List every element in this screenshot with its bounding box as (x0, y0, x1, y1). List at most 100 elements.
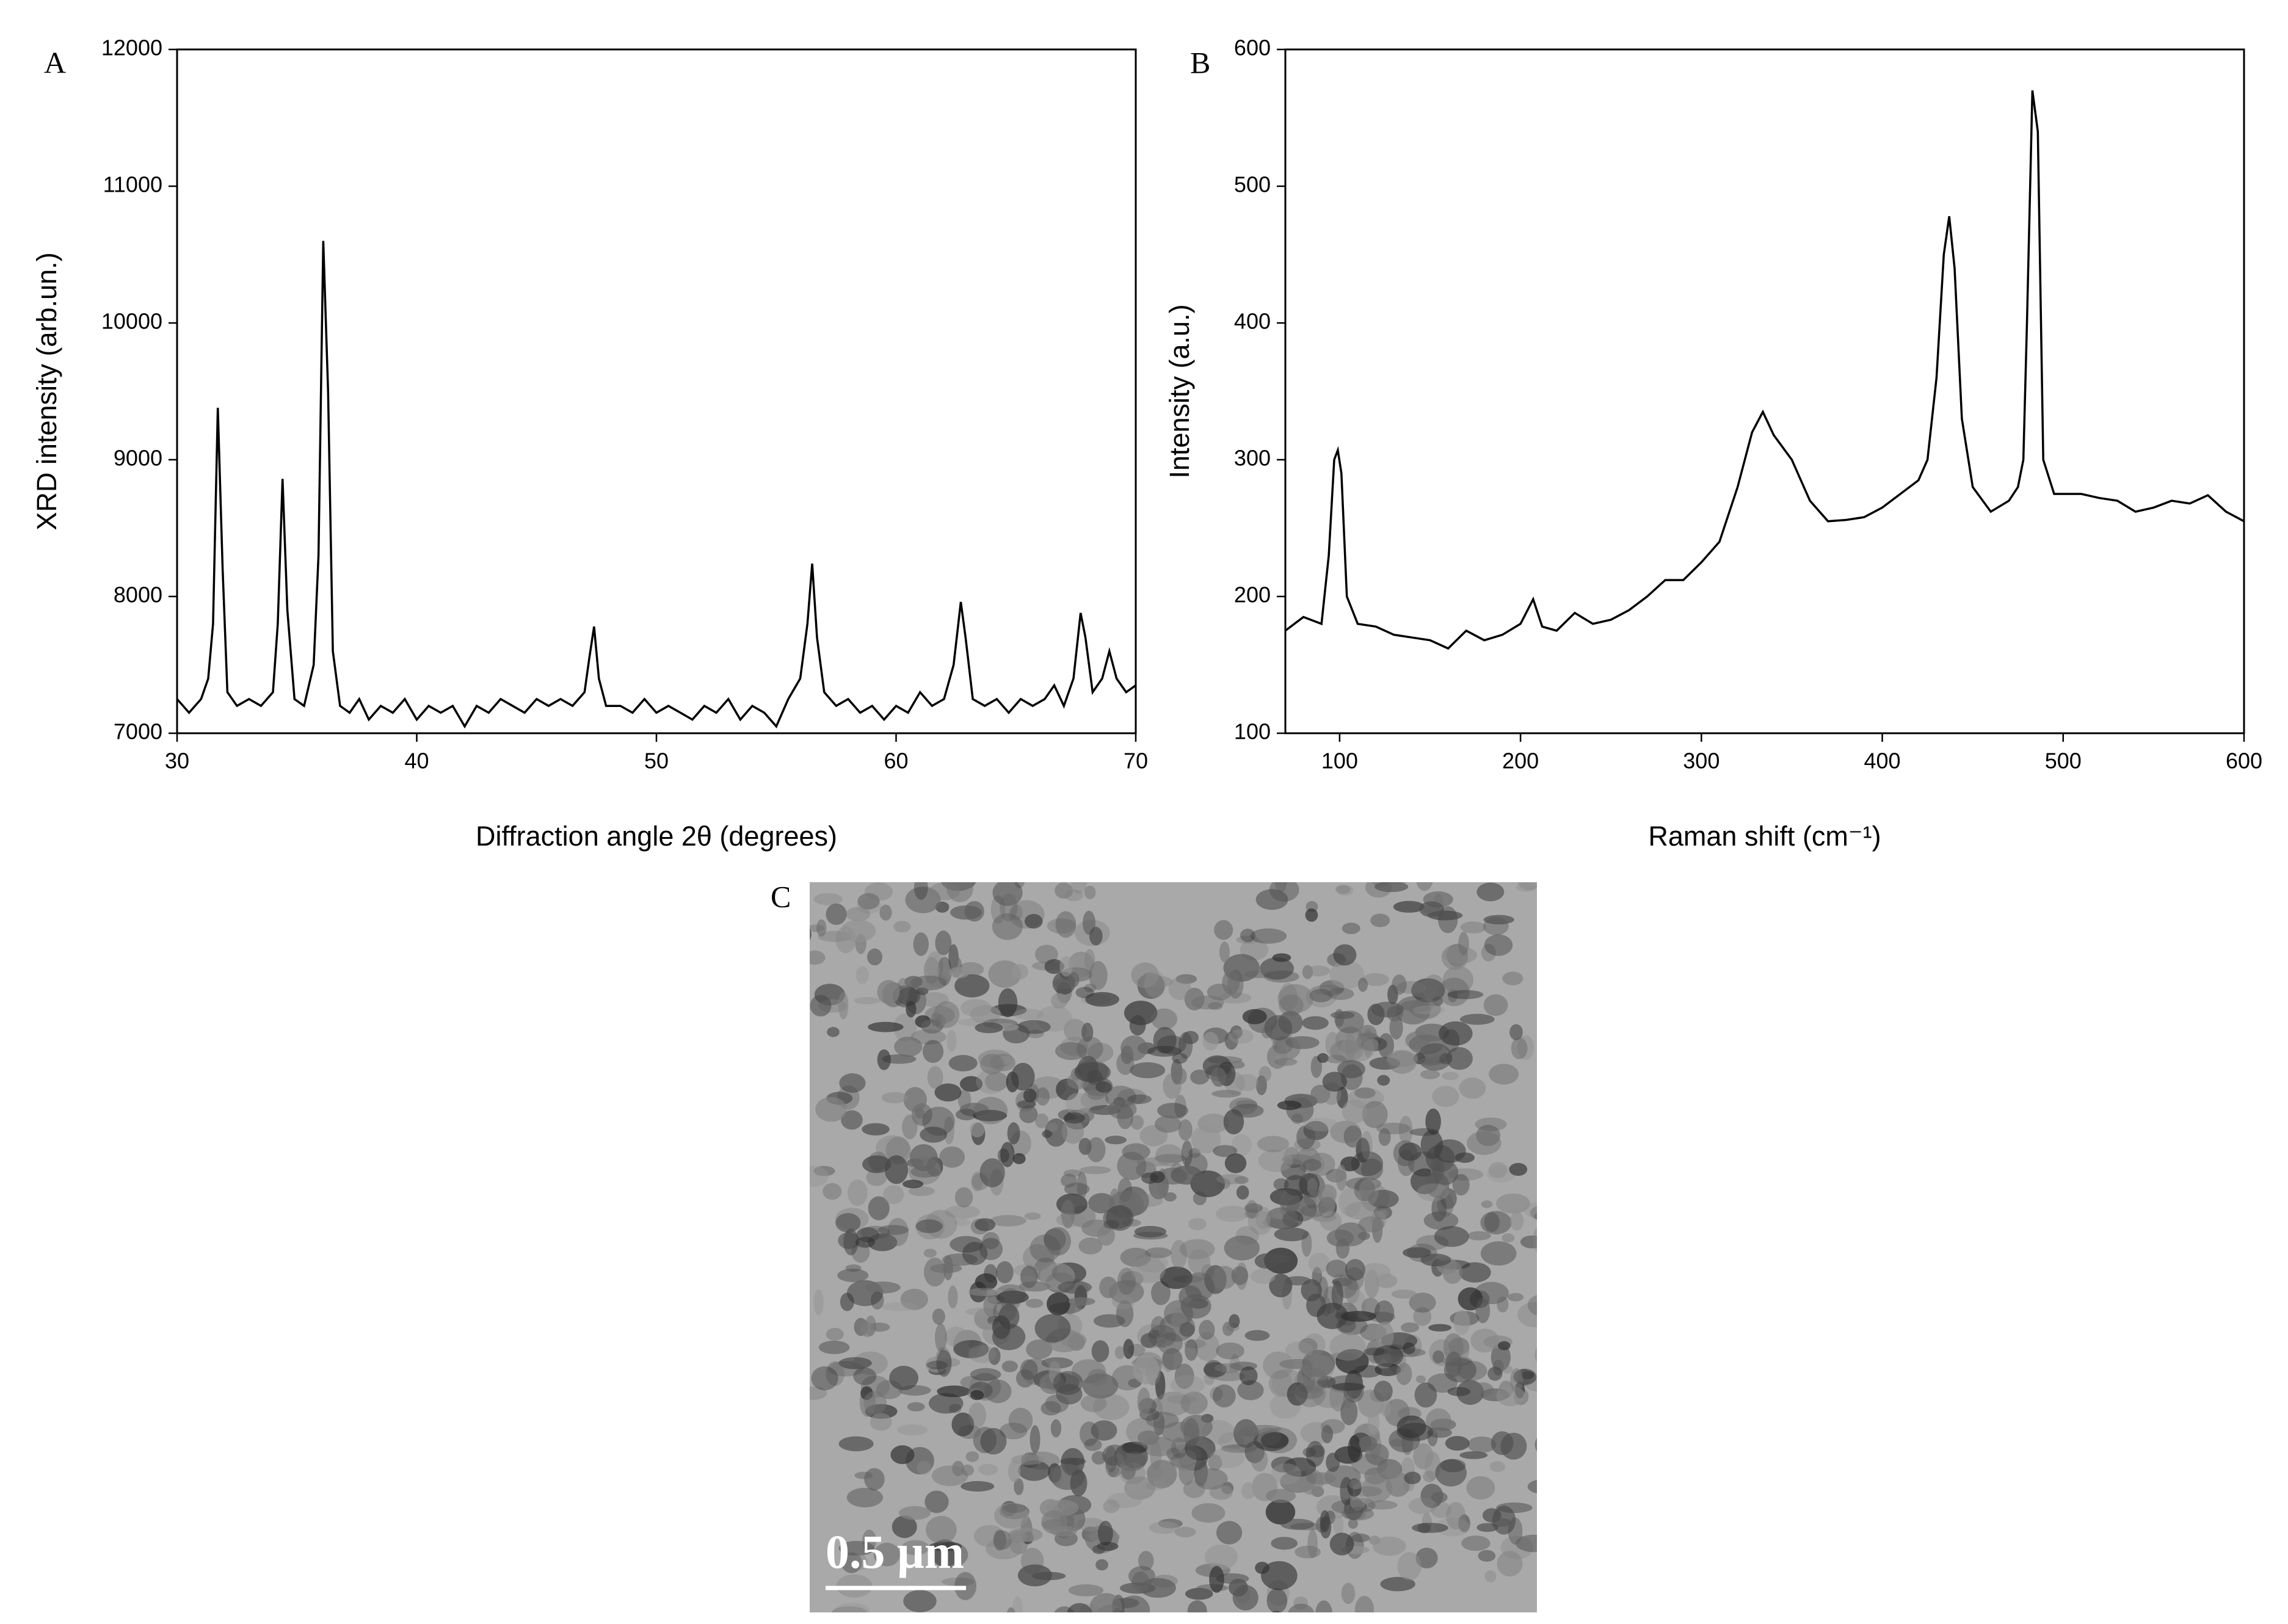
particle (1274, 1227, 1309, 1242)
particle (1322, 1071, 1347, 1092)
particle (1205, 1544, 1238, 1570)
particle (1423, 1470, 1436, 1483)
particle (1133, 1355, 1160, 1385)
particle (923, 1249, 937, 1258)
particle (1134, 1225, 1167, 1238)
particle (1467, 1231, 1491, 1241)
particle (1442, 965, 1474, 994)
particle (946, 882, 973, 902)
particle (1340, 1398, 1358, 1426)
particle (1511, 1037, 1528, 1059)
particle (845, 1264, 862, 1272)
particle (1063, 1112, 1085, 1124)
particle (1295, 1545, 1321, 1559)
particle (1280, 1518, 1315, 1530)
particle (1250, 928, 1287, 944)
particle (1431, 1501, 1451, 1518)
particle (1060, 1037, 1088, 1056)
particle (908, 1186, 935, 1197)
particle (1412, 1005, 1445, 1015)
particle (1000, 893, 1018, 922)
particle (907, 1402, 925, 1412)
particle (1006, 1607, 1015, 1612)
particle (982, 1231, 1000, 1250)
particle (1303, 1117, 1339, 1131)
particle (1147, 1460, 1177, 1488)
particle (855, 1236, 876, 1248)
particle (1360, 1158, 1384, 1180)
particle (1452, 1173, 1470, 1196)
particle (1333, 944, 1357, 966)
particle (1593, 1494, 1629, 1509)
particle (1489, 1064, 1519, 1085)
particle (1174, 1095, 1186, 1119)
particle (1309, 988, 1333, 1002)
particle (1362, 973, 1389, 986)
particle (952, 1460, 964, 1476)
particle (1011, 963, 1028, 980)
particle (970, 1390, 984, 1401)
particle (1015, 1369, 1034, 1388)
particle (1409, 1292, 1436, 1313)
particle (911, 1103, 932, 1126)
particle (1302, 1016, 1329, 1030)
particle (810, 1165, 829, 1187)
particle (1320, 1510, 1330, 1532)
particle (1261, 1561, 1298, 1590)
y-tick-label: 200 (1234, 582, 1271, 607)
particle (998, 988, 1018, 1018)
particle (1434, 1139, 1466, 1163)
particle (1084, 949, 1095, 971)
particle (813, 1165, 835, 1176)
particle (929, 1542, 962, 1551)
particle (1307, 1529, 1318, 1559)
particle (1434, 1226, 1469, 1247)
particle (1302, 1159, 1322, 1171)
particle (1215, 1178, 1231, 1190)
particle (910, 975, 947, 991)
particle (1549, 1336, 1582, 1363)
particle (840, 919, 876, 942)
particle (1457, 1360, 1487, 1381)
particle (1483, 994, 1508, 1017)
data-line (176, 241, 1137, 729)
particle (1549, 1176, 1561, 1202)
particle (1120, 1271, 1144, 1287)
particle (1459, 1013, 1495, 1025)
particle (1306, 986, 1337, 1008)
particle (1146, 1481, 1167, 1490)
particle (1209, 1565, 1224, 1593)
x-tick-label: 50 (644, 749, 669, 774)
particle (1053, 978, 1075, 989)
particle (793, 1363, 802, 1371)
particle (1459, 1077, 1486, 1099)
particle (1162, 1348, 1183, 1371)
particle (1112, 1294, 1135, 1310)
particle (1476, 1125, 1501, 1147)
particle (902, 1180, 924, 1189)
particle (1055, 1042, 1088, 1060)
particle (950, 905, 982, 920)
particle (951, 1412, 975, 1437)
particle (1445, 846, 1459, 864)
particle (1244, 970, 1272, 979)
particle (1347, 1478, 1362, 1497)
y-tick-label: 300 (1234, 446, 1271, 471)
particle (1534, 1213, 1537, 1220)
particle (1573, 1170, 1610, 1180)
particle (864, 1468, 885, 1491)
particle (1310, 1056, 1322, 1078)
particle (1306, 1472, 1336, 1485)
particle (1475, 1297, 1491, 1324)
particle (854, 996, 881, 1004)
particle (1019, 1105, 1038, 1123)
particle (939, 1146, 965, 1168)
particle (827, 1361, 864, 1377)
particle (1099, 1276, 1118, 1299)
particle (882, 1302, 918, 1311)
particle (1088, 1369, 1108, 1387)
particle (1317, 1302, 1348, 1330)
particle (1442, 1260, 1463, 1285)
particle (1435, 1459, 1467, 1487)
particle (1425, 1408, 1451, 1435)
